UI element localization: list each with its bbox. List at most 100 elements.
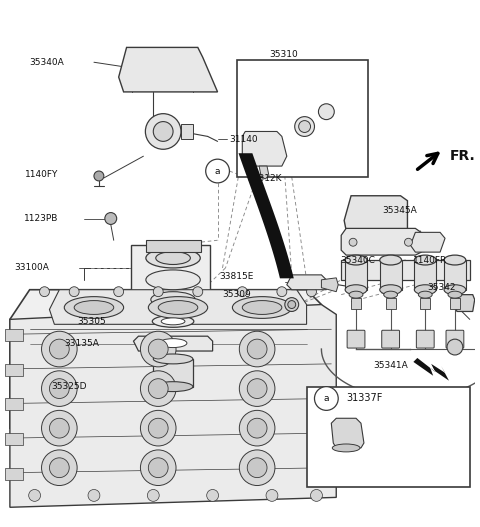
Circle shape	[206, 159, 229, 183]
Text: 35325D: 35325D	[51, 382, 87, 391]
Ellipse shape	[146, 270, 200, 290]
Circle shape	[105, 212, 117, 225]
Circle shape	[193, 287, 203, 297]
Circle shape	[299, 121, 311, 132]
Bar	[420, 298, 430, 309]
Ellipse shape	[448, 291, 462, 298]
Bar	[131, 245, 210, 315]
Text: 35305: 35305	[77, 317, 106, 326]
Circle shape	[240, 331, 275, 367]
Ellipse shape	[152, 316, 194, 327]
Polygon shape	[133, 336, 213, 351]
Circle shape	[49, 379, 69, 398]
Text: 33815E: 33815E	[219, 272, 254, 281]
Circle shape	[147, 490, 159, 501]
Ellipse shape	[156, 251, 191, 265]
Text: 35310: 35310	[269, 50, 298, 59]
Bar	[345, 260, 367, 290]
Circle shape	[314, 387, 338, 411]
Circle shape	[49, 458, 69, 477]
Polygon shape	[322, 278, 338, 291]
Circle shape	[311, 490, 323, 501]
Circle shape	[247, 418, 267, 438]
Circle shape	[94, 171, 104, 181]
Circle shape	[349, 238, 357, 246]
Circle shape	[141, 411, 176, 446]
Bar	[307, 387, 470, 487]
Ellipse shape	[232, 297, 292, 318]
Ellipse shape	[161, 318, 185, 325]
Polygon shape	[239, 153, 294, 278]
Text: 33135A: 33135A	[64, 339, 99, 348]
Text: 35342: 35342	[427, 283, 456, 292]
Ellipse shape	[414, 255, 436, 265]
Circle shape	[42, 331, 77, 367]
Ellipse shape	[414, 285, 436, 295]
Bar	[5, 364, 23, 376]
Bar	[380, 260, 401, 290]
FancyBboxPatch shape	[382, 330, 399, 348]
Circle shape	[247, 339, 267, 359]
Text: 1140FR: 1140FR	[413, 256, 448, 265]
Text: 35340C: 35340C	[340, 256, 375, 265]
Text: 33100A: 33100A	[14, 264, 49, 272]
Polygon shape	[119, 47, 217, 92]
Ellipse shape	[158, 300, 198, 315]
Text: 35345A: 35345A	[383, 206, 418, 215]
Circle shape	[148, 339, 168, 359]
Polygon shape	[344, 196, 408, 230]
Circle shape	[114, 287, 124, 297]
Circle shape	[145, 114, 181, 149]
Polygon shape	[341, 228, 425, 255]
Circle shape	[148, 379, 168, 398]
Circle shape	[318, 104, 334, 120]
Ellipse shape	[64, 297, 124, 318]
Circle shape	[295, 116, 314, 136]
Polygon shape	[259, 166, 269, 179]
Text: a: a	[215, 167, 220, 175]
Circle shape	[148, 418, 168, 438]
Circle shape	[288, 300, 296, 308]
Bar	[168, 122, 176, 133]
FancyBboxPatch shape	[446, 330, 464, 348]
Circle shape	[42, 411, 77, 446]
Polygon shape	[455, 295, 475, 311]
Circle shape	[141, 331, 176, 367]
Ellipse shape	[380, 285, 401, 295]
Polygon shape	[10, 290, 322, 428]
Circle shape	[88, 490, 100, 501]
Ellipse shape	[151, 291, 195, 308]
Text: 35341A: 35341A	[373, 362, 408, 370]
Circle shape	[240, 450, 275, 485]
Circle shape	[240, 371, 275, 406]
Circle shape	[42, 371, 77, 406]
Text: 35340A: 35340A	[30, 58, 64, 67]
Circle shape	[29, 490, 40, 501]
Ellipse shape	[349, 291, 363, 298]
Circle shape	[447, 339, 463, 355]
Polygon shape	[242, 131, 287, 166]
Bar	[153, 359, 193, 387]
Ellipse shape	[380, 255, 401, 265]
Bar	[351, 298, 361, 309]
Circle shape	[240, 411, 275, 446]
Circle shape	[39, 287, 49, 297]
Bar	[181, 123, 193, 139]
Ellipse shape	[153, 354, 193, 364]
Bar	[146, 240, 201, 252]
Circle shape	[141, 371, 176, 406]
Ellipse shape	[332, 444, 360, 452]
Circle shape	[49, 418, 69, 438]
FancyBboxPatch shape	[347, 330, 365, 348]
Bar	[450, 298, 460, 309]
Circle shape	[247, 458, 267, 477]
Circle shape	[42, 450, 77, 485]
Bar	[444, 260, 466, 290]
Circle shape	[207, 490, 218, 501]
Bar	[5, 433, 23, 445]
Polygon shape	[413, 358, 449, 380]
Ellipse shape	[242, 300, 282, 315]
Text: 31337F: 31337F	[346, 393, 383, 403]
Text: a: a	[324, 394, 329, 403]
Bar	[5, 468, 23, 480]
